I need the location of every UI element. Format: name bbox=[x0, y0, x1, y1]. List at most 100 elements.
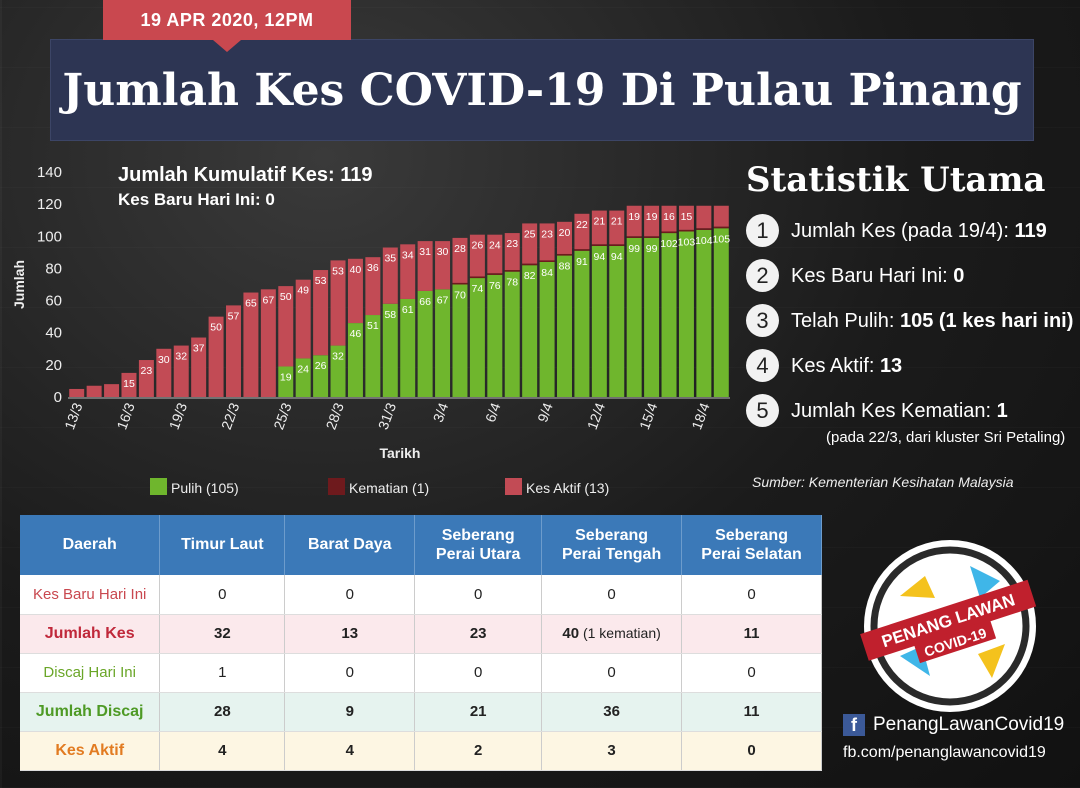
data-label-pulih: 26 bbox=[315, 360, 327, 372]
bar-pulih bbox=[591, 245, 607, 397]
data-label-kes-aktif: 21 bbox=[611, 216, 623, 228]
stat-item-1: 1 Jumlah Kes (pada 19/4): 119 bbox=[746, 214, 1076, 247]
table-cell: 0 bbox=[681, 575, 822, 615]
bar-kematian bbox=[713, 226, 729, 229]
facebook-name: PenangLawanCovid19 bbox=[873, 714, 1065, 735]
x-tick-label: 15/4 bbox=[636, 400, 660, 431]
data-label-pulih: 19 bbox=[280, 371, 292, 383]
table-cell: 23 bbox=[414, 614, 543, 654]
data-label-kes-aktif: 34 bbox=[402, 249, 414, 261]
table-cell: 0 bbox=[284, 653, 416, 693]
bar-kematian bbox=[678, 229, 694, 232]
bar-kes-aktif bbox=[661, 205, 677, 232]
data-label-kes-aktif: 53 bbox=[315, 275, 327, 287]
data-label-kes-aktif: 22 bbox=[576, 219, 588, 231]
data-label-kes-aktif: 23 bbox=[506, 238, 518, 250]
y-tick-label: 0 bbox=[54, 389, 62, 406]
bar-kes-aktif bbox=[696, 205, 712, 229]
bar-kes-aktif bbox=[330, 260, 346, 346]
data-label-kes-aktif: 32 bbox=[175, 351, 187, 363]
stat-item-2: 2 Kes Baru Hari Ini: 0 bbox=[746, 259, 1076, 292]
bar-pulih bbox=[417, 290, 433, 397]
data-label-pulih: 66 bbox=[419, 296, 431, 308]
stat-number: 5 bbox=[746, 394, 779, 427]
bar-pulih bbox=[382, 303, 398, 397]
data-label-pulih: 24 bbox=[297, 363, 309, 375]
row-label: Discaj Hari Ini bbox=[20, 653, 161, 693]
legend-swatch bbox=[505, 478, 522, 495]
data-label-pulih: 103 bbox=[678, 236, 696, 248]
social-links: f PenangLawanCovid19 fb.com/penanglawanc… bbox=[843, 714, 1064, 762]
data-label-pulih: 88 bbox=[559, 261, 571, 273]
data-label-kes-aktif: 23 bbox=[541, 228, 553, 240]
stat-item-5: 5 Jumlah Kes Kematian: 1 bbox=[746, 394, 1076, 427]
bar-kes-aktif bbox=[400, 244, 416, 299]
x-tick-label: 25/3 bbox=[270, 400, 294, 431]
table-cell: 0 bbox=[541, 653, 683, 693]
stat-item-4: 4 Kes Aktif: 13 bbox=[746, 349, 1076, 382]
y-tick-label: 100 bbox=[37, 228, 62, 245]
facebook-url: fb.com/penanglawancovid19 bbox=[843, 744, 1046, 761]
bar-pulih bbox=[574, 250, 590, 397]
legend-label: Kes Aktif (13) bbox=[526, 480, 609, 496]
bar-kes-aktif bbox=[678, 205, 694, 230]
bar-kematian bbox=[539, 260, 555, 262]
data-label-kes-aktif: 35 bbox=[384, 253, 396, 265]
stat-item-5-note: (pada 22/3, dari kluster Sri Petaling) bbox=[826, 429, 1066, 446]
table-row: Jumlah Kes 32 13 23 40 (1 kematian) 11 bbox=[20, 614, 822, 654]
data-label-kes-aktif: 67 bbox=[262, 294, 274, 306]
bar-pulih bbox=[365, 315, 381, 397]
bar-kematian bbox=[504, 270, 520, 272]
data-label-pulih: 32 bbox=[332, 351, 344, 363]
row-label: Kes Aktif bbox=[20, 731, 161, 771]
bar-kematian bbox=[661, 231, 677, 234]
bar-pulih bbox=[435, 289, 451, 397]
bar-kematian bbox=[574, 249, 590, 251]
bar-kes-aktif bbox=[173, 345, 189, 397]
bar-kes-aktif bbox=[104, 384, 120, 397]
stat-value: 105 (1 kes hari ini) bbox=[899, 309, 1074, 332]
col-header-timur-laut: Timur Laut bbox=[159, 515, 286, 575]
chart-title: Jumlah Kumulatif Kes: 119 bbox=[118, 164, 373, 186]
data-label-kes-aktif: 65 bbox=[245, 298, 257, 310]
title-banner: Jumlah Kes COVID-19 Di Pulau Pinang bbox=[50, 39, 1034, 141]
stat-label: Telah Pulih: bbox=[791, 309, 900, 332]
legend-swatch bbox=[328, 478, 345, 495]
chart-subtitle: Kes Baru Hari Ini: 0 bbox=[118, 190, 275, 209]
bar-kes-aktif bbox=[138, 360, 154, 397]
x-tick-label: 31/3 bbox=[375, 400, 399, 431]
bar-pulih bbox=[539, 262, 555, 397]
cell-value: 40 bbox=[562, 625, 580, 642]
table-row: Kes Aktif 4 4 2 3 0 bbox=[20, 731, 822, 771]
data-label-pulih: 51 bbox=[367, 320, 379, 332]
bar-pulih bbox=[557, 255, 572, 397]
table-cell: 0 bbox=[159, 575, 286, 615]
source-label: Sumber bbox=[752, 474, 802, 490]
table-cell: 11 bbox=[681, 614, 822, 654]
data-label-pulih: 46 bbox=[350, 328, 362, 340]
bar-kes-aktif bbox=[713, 205, 729, 227]
x-tick-label: 6/4 bbox=[482, 400, 504, 424]
y-tick-label: 20 bbox=[45, 357, 62, 374]
data-label-kes-aktif: 15 bbox=[123, 378, 135, 390]
bar-kes-aktif bbox=[609, 210, 625, 245]
x-tick-label: 13/3 bbox=[61, 400, 85, 431]
data-label-kes-aktif: 28 bbox=[454, 243, 466, 255]
table-cell: 0 bbox=[681, 653, 822, 693]
bar-pulih bbox=[400, 298, 416, 397]
bar-kematian bbox=[469, 276, 485, 279]
legend-label: Kematian (1) bbox=[349, 480, 429, 496]
bar-kes-aktif bbox=[156, 348, 172, 397]
table-cell: 28 bbox=[159, 692, 286, 732]
data-label-kes-aktif: 19 bbox=[646, 211, 658, 223]
bar-kes-aktif bbox=[226, 305, 241, 397]
chart-svg: 0 20 40 60 80 100 120 140 Jumlah 15 23 30 32 37 50 57 65… bbox=[11, 164, 730, 496]
bar-kes-aktif bbox=[313, 270, 329, 356]
y-tick-label: 40 bbox=[45, 325, 62, 342]
bar-kes-aktif bbox=[644, 205, 660, 237]
table-cell: 32 bbox=[159, 614, 286, 654]
bar-kes-aktif bbox=[278, 286, 294, 367]
data-label-kes-aktif: 25 bbox=[524, 228, 536, 240]
table-cell: 0 bbox=[681, 731, 822, 771]
stat-value: 119 bbox=[1014, 219, 1047, 242]
